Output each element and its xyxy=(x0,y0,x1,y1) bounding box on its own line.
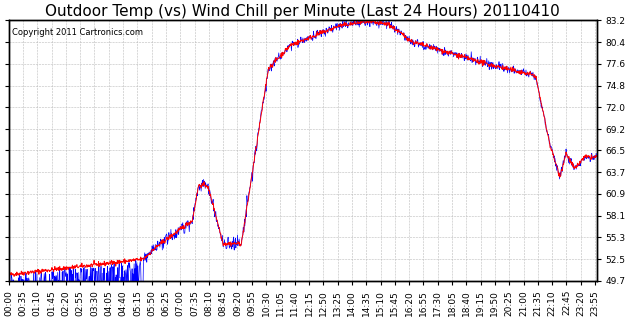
Title: Outdoor Temp (vs) Wind Chill per Minute (Last 24 Hours) 20110410: Outdoor Temp (vs) Wind Chill per Minute … xyxy=(45,4,560,19)
Text: Copyright 2011 Cartronics.com: Copyright 2011 Cartronics.com xyxy=(11,28,142,37)
